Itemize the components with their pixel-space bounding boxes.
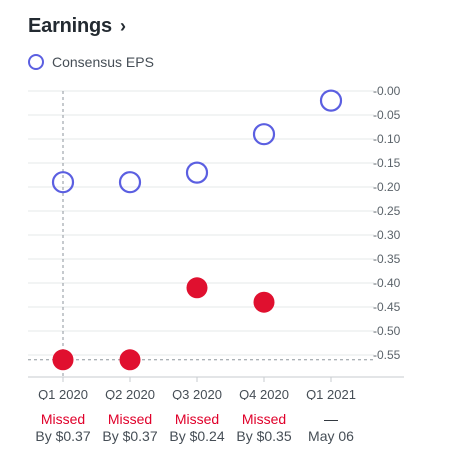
result-status: Missed <box>107 411 153 427</box>
result-status: Missed <box>40 411 86 427</box>
x-tick-label: Q1 2021 <box>306 387 356 400</box>
chevron-right-icon: › <box>119 16 126 36</box>
data-points <box>51 89 343 371</box>
y-axis-ticks: -0.00 -0.05 -0.10 -0.15 -0.20 -0.25 -0.30 -0.35… <box>373 84 401 362</box>
y-tick-label: -0.25 <box>373 204 401 218</box>
x-axis-ticks: Q1 2020 Q2 2020 Q3 2020 Q4 2020 Q1 2021 <box>38 377 356 400</box>
chart-legend: Consensus EPS <box>28 54 154 70</box>
y-tick-label: -0.20 <box>373 180 401 194</box>
earnings-result: Missed By $0.24 <box>162 411 232 444</box>
hollow-circle-icon <box>28 54 44 70</box>
earnings-result: Missed By $0.37 <box>28 411 98 444</box>
y-tick-label: -0.35 <box>373 252 401 266</box>
y-tick-label: -0.15 <box>373 156 401 170</box>
x-tick-label: Q2 2020 <box>105 387 155 400</box>
x-tick-label: Q4 2020 <box>239 387 289 400</box>
y-tick-label: -0.40 <box>373 276 401 290</box>
crosshair <box>28 91 374 377</box>
y-tick-label: -0.45 <box>373 300 401 314</box>
result-detail: By $0.24 <box>169 428 225 444</box>
actual-eps-point <box>253 291 275 313</box>
legend-label: Consensus EPS <box>52 54 154 70</box>
earnings-result: Missed By $0.37 <box>95 411 165 444</box>
section-title: Earnings <box>28 14 112 37</box>
y-tick-label: -0.30 <box>373 228 401 242</box>
result-detail: May 06 <box>308 428 354 444</box>
earnings-result: — May 06 <box>296 411 366 444</box>
consensus-eps-point <box>51 171 75 194</box>
consensus-eps-point <box>252 123 276 146</box>
result-status: — <box>324 411 338 427</box>
earnings-header-link[interactable]: Earnings › <box>28 12 126 40</box>
earnings-result: Missed By $0.35 <box>229 411 299 444</box>
actual-eps-point <box>119 349 141 371</box>
x-tick-label: Q1 2020 <box>38 387 88 400</box>
y-tick-label: -0.00 <box>373 84 401 98</box>
y-tick-label: -0.55 <box>373 348 401 362</box>
result-detail: By $0.35 <box>236 428 292 444</box>
earnings-chart[interactable]: -0.00 -0.05 -0.10 -0.15 -0.20 -0.25 -0.30 -0.35… <box>0 0 456 400</box>
actual-eps-point <box>52 349 74 371</box>
consensus-eps-point <box>319 89 343 112</box>
result-status: Missed <box>174 411 220 427</box>
y-tick-label: -0.10 <box>373 132 401 146</box>
result-detail: By $0.37 <box>35 428 91 444</box>
consensus-eps-point <box>185 161 209 184</box>
y-tick-label: -0.50 <box>373 324 401 338</box>
result-status: Missed <box>241 411 287 427</box>
actual-eps-point <box>186 277 208 299</box>
result-detail: By $0.37 <box>102 428 158 444</box>
consensus-eps-point <box>118 171 142 194</box>
x-tick-label: Q3 2020 <box>172 387 222 400</box>
chart-grid <box>28 90 404 378</box>
y-tick-label: -0.05 <box>373 108 401 122</box>
